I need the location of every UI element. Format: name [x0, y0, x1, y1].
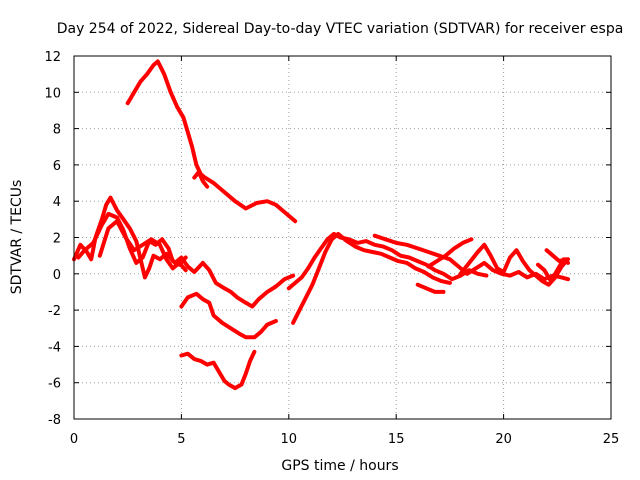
series-arc-12 — [426, 237, 474, 269]
x-tick-label: 10 — [281, 432, 298, 447]
series-arc-7 — [179, 349, 257, 391]
y-tick-label: 12 — [44, 50, 61, 65]
x-tick-labels: 0 5 10 15 20 25 — [70, 432, 619, 447]
y-tick-labels: -8 -6 -4 -2 0 2 4 6 8 10 12 — [44, 50, 61, 428]
x-tick-label: 20 — [495, 432, 512, 447]
series-arc-15 — [544, 248, 568, 264]
series-arc-4 — [125, 59, 298, 224]
y-tick-label: 2 — [53, 232, 61, 247]
axis-ticks — [73, 55, 612, 420]
series-arc-5 — [192, 170, 210, 189]
y-tick-label: -2 — [48, 304, 61, 319]
y-tick-label: 10 — [44, 86, 61, 101]
series-arc-3 — [76, 211, 188, 267]
y-tick-label: -8 — [48, 413, 61, 428]
series-arc-10 — [372, 233, 570, 282]
x-tick-label: 0 — [70, 432, 78, 447]
y-tick-label: 0 — [53, 268, 61, 283]
grid-lines — [74, 56, 611, 419]
y-tick-label: 6 — [53, 159, 61, 174]
x-axis-label: GPS time / hours — [281, 458, 398, 474]
series-arc-9 — [291, 231, 452, 325]
series-layer — [72, 59, 570, 391]
series-arc-11 — [415, 282, 446, 294]
chart-title: Day 254 of 2022, Sidereal Day-to-day VTE… — [57, 21, 624, 37]
y-tick-label: 8 — [53, 123, 61, 138]
y-tick-label: -6 — [48, 377, 61, 392]
x-tick-label: 15 — [388, 432, 405, 447]
y-axis-label: SDTVAR / TECUs — [9, 180, 25, 295]
series-arc-1 — [72, 195, 296, 309]
series-arc-8 — [286, 231, 489, 291]
series-arc-6 — [179, 291, 278, 340]
x-tick-label: 5 — [177, 432, 185, 447]
x-tick-label: 25 — [603, 432, 620, 447]
y-tick-label: -4 — [48, 340, 61, 355]
y-tick-label: 4 — [53, 195, 61, 210]
